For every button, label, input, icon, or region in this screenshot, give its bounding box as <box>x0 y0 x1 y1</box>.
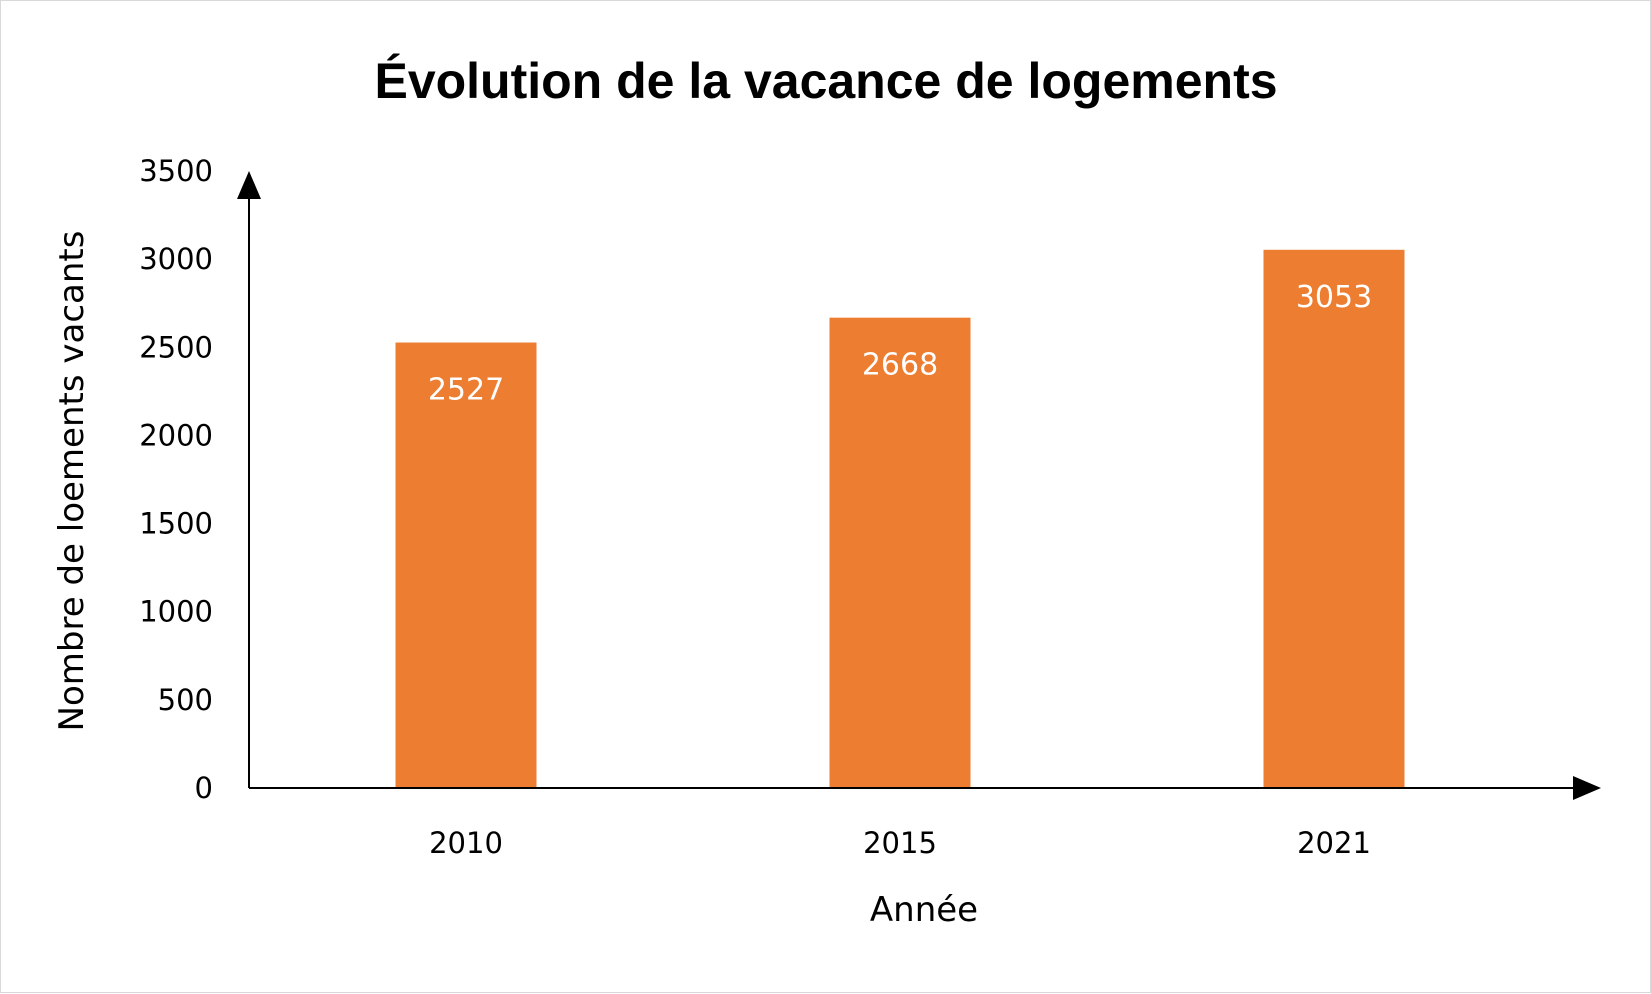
y-axis-arrow-icon <box>237 171 261 199</box>
bars: 2527 2668 3053 <box>395 249 1405 789</box>
bar-2015 <box>829 317 971 788</box>
y-tick-label: 3000 <box>139 242 213 276</box>
y-axis-label: Nombre de loements vacants <box>52 231 92 732</box>
x-axis-ticks: 2010 2015 2021 <box>429 826 1371 860</box>
y-tick-label: 1500 <box>139 507 213 541</box>
x-tick-label: 2015 <box>863 826 937 860</box>
y-tick-label: 1000 <box>139 595 213 629</box>
x-tick-label: 2021 <box>1297 826 1371 860</box>
bar-2021 <box>1263 249 1405 789</box>
x-axis-arrow-icon <box>1573 776 1601 800</box>
y-tick-label: 3500 <box>139 154 213 188</box>
y-tick-label: 2500 <box>139 330 213 364</box>
data-label-2021: 3053 <box>1296 280 1372 315</box>
y-axis-ticks: 0 500 1000 1500 2000 2500 3000 3500 <box>139 154 213 805</box>
y-tick-label: 0 <box>195 771 213 805</box>
x-axis-label: Année <box>870 890 978 930</box>
y-tick-label: 2000 <box>139 418 213 452</box>
bar-2010 <box>395 342 537 788</box>
data-label-2015: 2668 <box>862 348 938 383</box>
data-label-2010: 2527 <box>428 373 504 408</box>
chart-title: Évolution de la vacance de logements <box>374 53 1277 109</box>
y-tick-label: 500 <box>158 683 213 717</box>
x-tick-label: 2010 <box>429 826 503 860</box>
